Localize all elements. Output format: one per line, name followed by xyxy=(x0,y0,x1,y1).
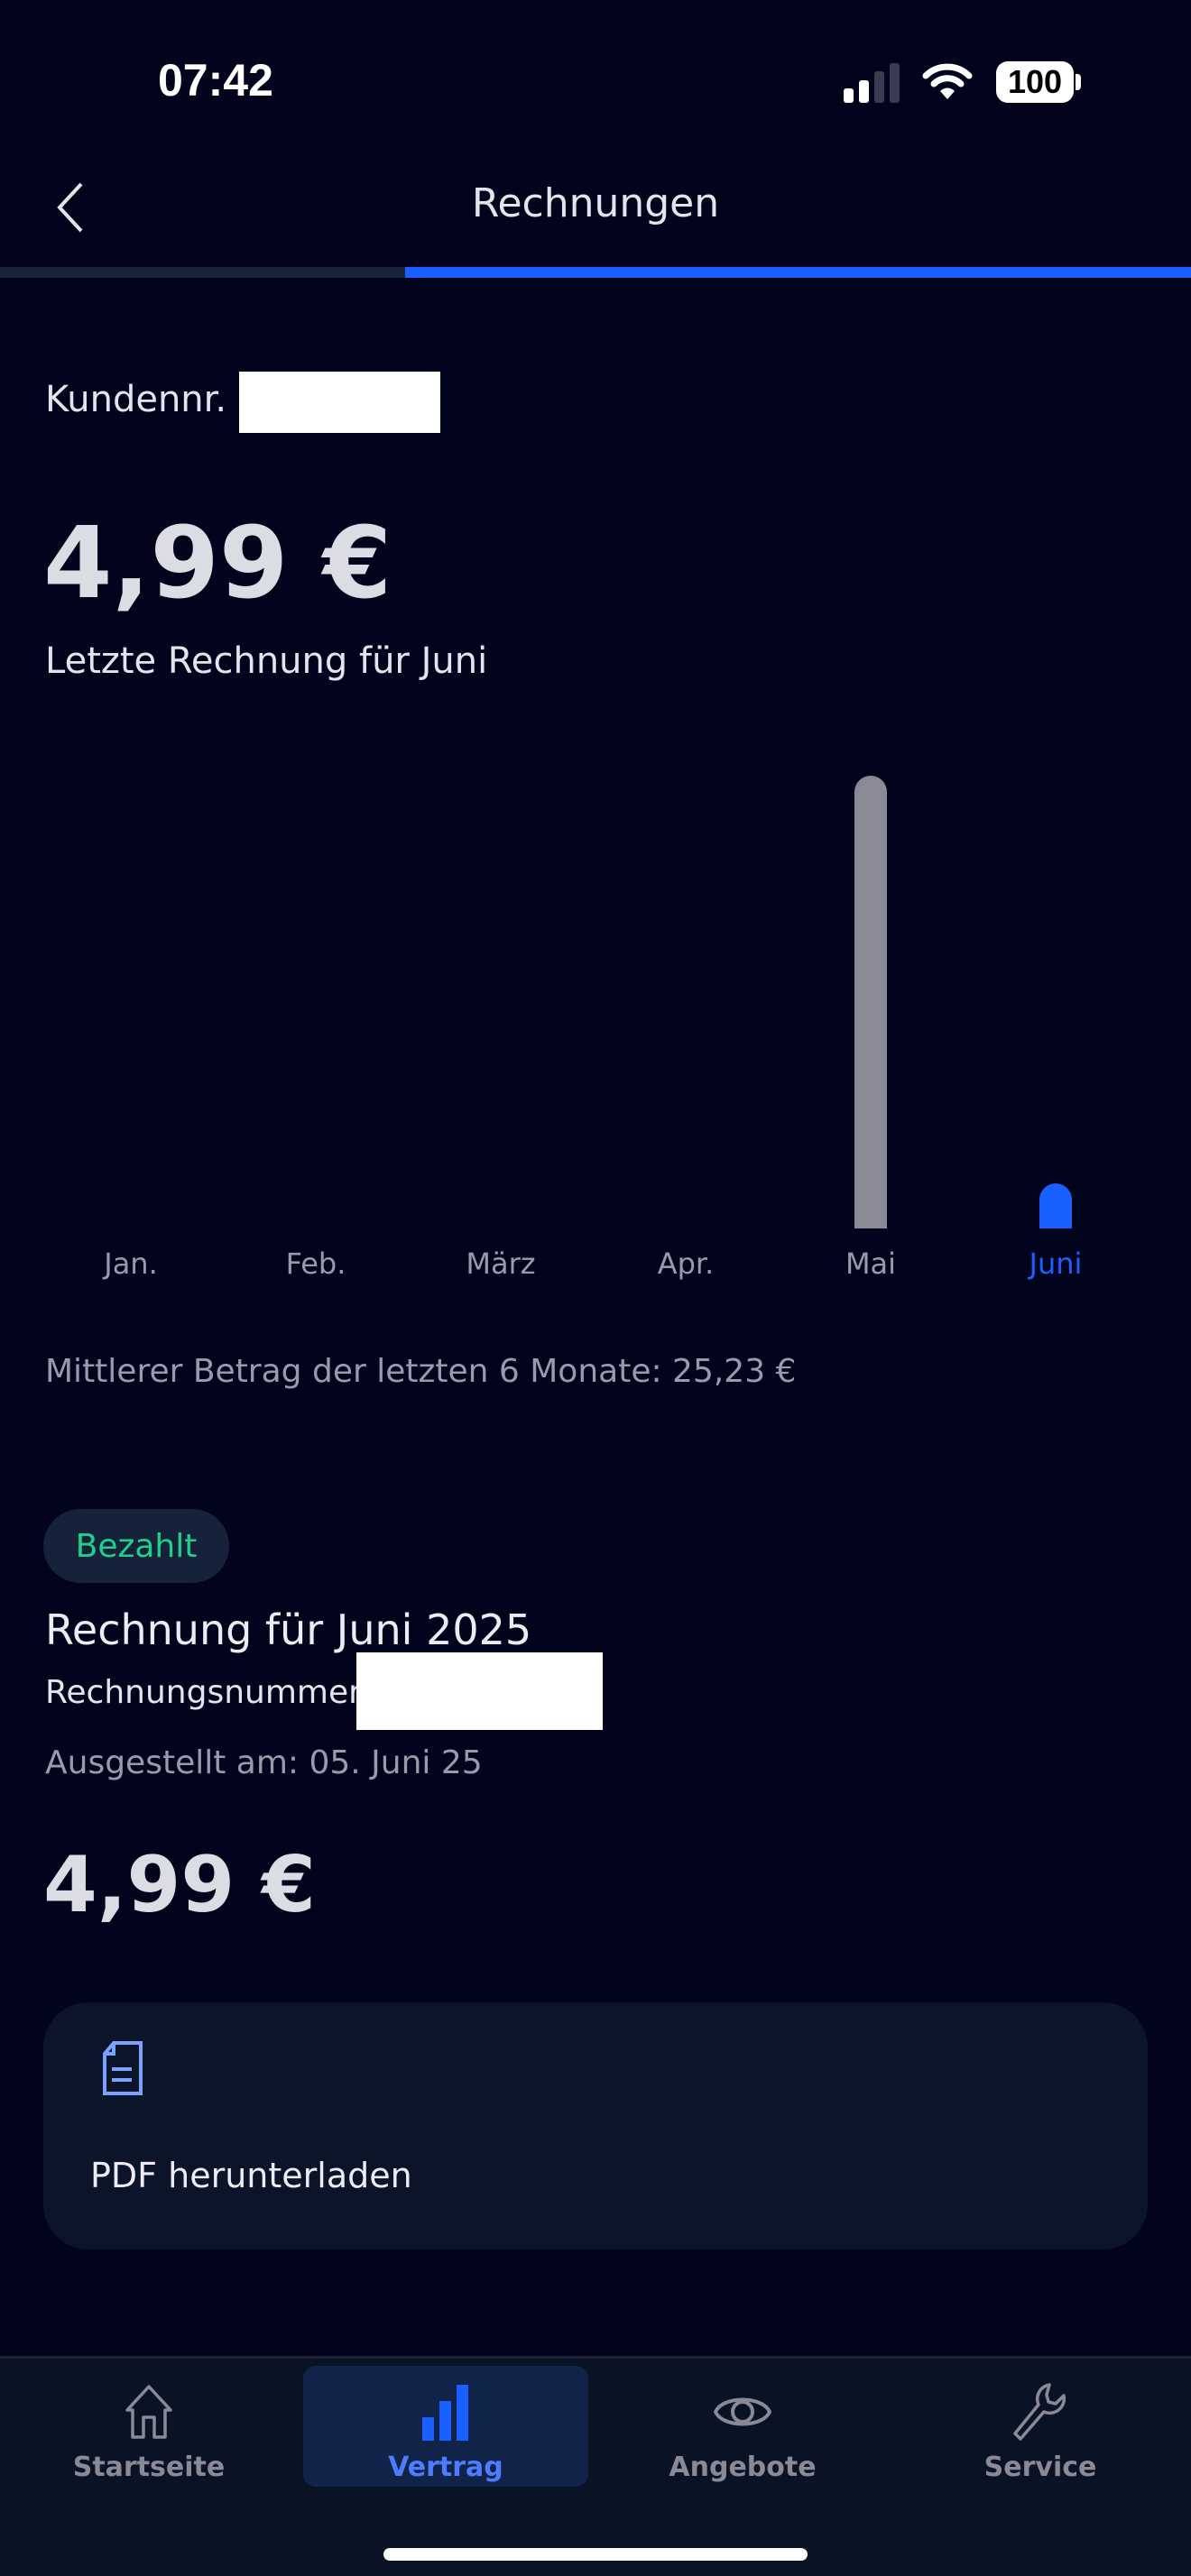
tab-vertrag[interactable]: Vertrag xyxy=(303,2366,588,2487)
invoice-amount: 4,99 € xyxy=(43,1840,316,1930)
month-label[interactable]: Mai xyxy=(845,1247,897,1281)
issued-date: Ausgestellt am: 05. Juni 25 xyxy=(45,1744,483,1781)
page-title: Rechnungen xyxy=(471,180,720,226)
tab-startseite[interactable]: Startseite xyxy=(6,2366,291,2487)
month-label[interactable]: Feb. xyxy=(285,1247,346,1281)
latest-label: Letzte Rechnung für Juni xyxy=(45,640,488,682)
wrench-icon xyxy=(1013,2383,1066,2441)
signal-icon xyxy=(844,63,900,103)
bar-chart-icon xyxy=(422,2385,468,2441)
home-indicator xyxy=(383,2548,808,2561)
bottom-tab-bar: Startseite Vertrag Angebote Service xyxy=(0,2356,1191,2576)
bar-5[interactable] xyxy=(1039,1183,1072,1228)
battery-tip xyxy=(1076,74,1081,90)
redacted-customer-number xyxy=(239,372,440,433)
redacted-invoice-number xyxy=(356,1652,603,1730)
eye-icon xyxy=(714,2397,771,2426)
tab-label: Service xyxy=(983,2452,1097,2483)
chevron-left-icon[interactable] xyxy=(52,180,88,235)
tab-label: Vertrag xyxy=(388,2452,503,2483)
tab-service[interactable]: Service xyxy=(898,2366,1183,2487)
tab-label: Startseite xyxy=(72,2452,226,2483)
month-label[interactable]: Jan. xyxy=(104,1247,158,1281)
battery-indicator: 100 xyxy=(996,61,1074,103)
wifi-icon xyxy=(922,63,973,99)
home-icon xyxy=(125,2385,172,2439)
progress-fill xyxy=(405,267,1191,278)
average-text: Mittlerer Betrag der letzten 6 Monate: 2… xyxy=(45,1353,797,1390)
bar-4[interactable] xyxy=(854,776,887,1228)
invoice-number-label: Rechnungsnummer xyxy=(45,1674,362,1711)
customer-number-label: Kundennr. xyxy=(45,379,227,420)
month-label[interactable]: Juni xyxy=(1029,1247,1083,1281)
latest-amount: 4,99 € xyxy=(43,505,392,621)
pdf-download-button[interactable] xyxy=(43,2002,1148,2249)
tab-label: Angebote xyxy=(669,2452,817,2483)
invoice-title: Rechnung für Juni 2025 xyxy=(45,1605,532,1654)
tab-angebote[interactable]: Angebote xyxy=(600,2366,885,2487)
status-time: 07:42 xyxy=(158,55,273,106)
month-label[interactable]: März xyxy=(466,1247,536,1281)
pdf-download-label[interactable]: PDF herunterladen xyxy=(90,2156,412,2195)
month-label[interactable]: Apr. xyxy=(657,1247,715,1281)
status-badge: Bezahlt xyxy=(43,1509,229,1583)
document-icon xyxy=(103,2041,143,2095)
